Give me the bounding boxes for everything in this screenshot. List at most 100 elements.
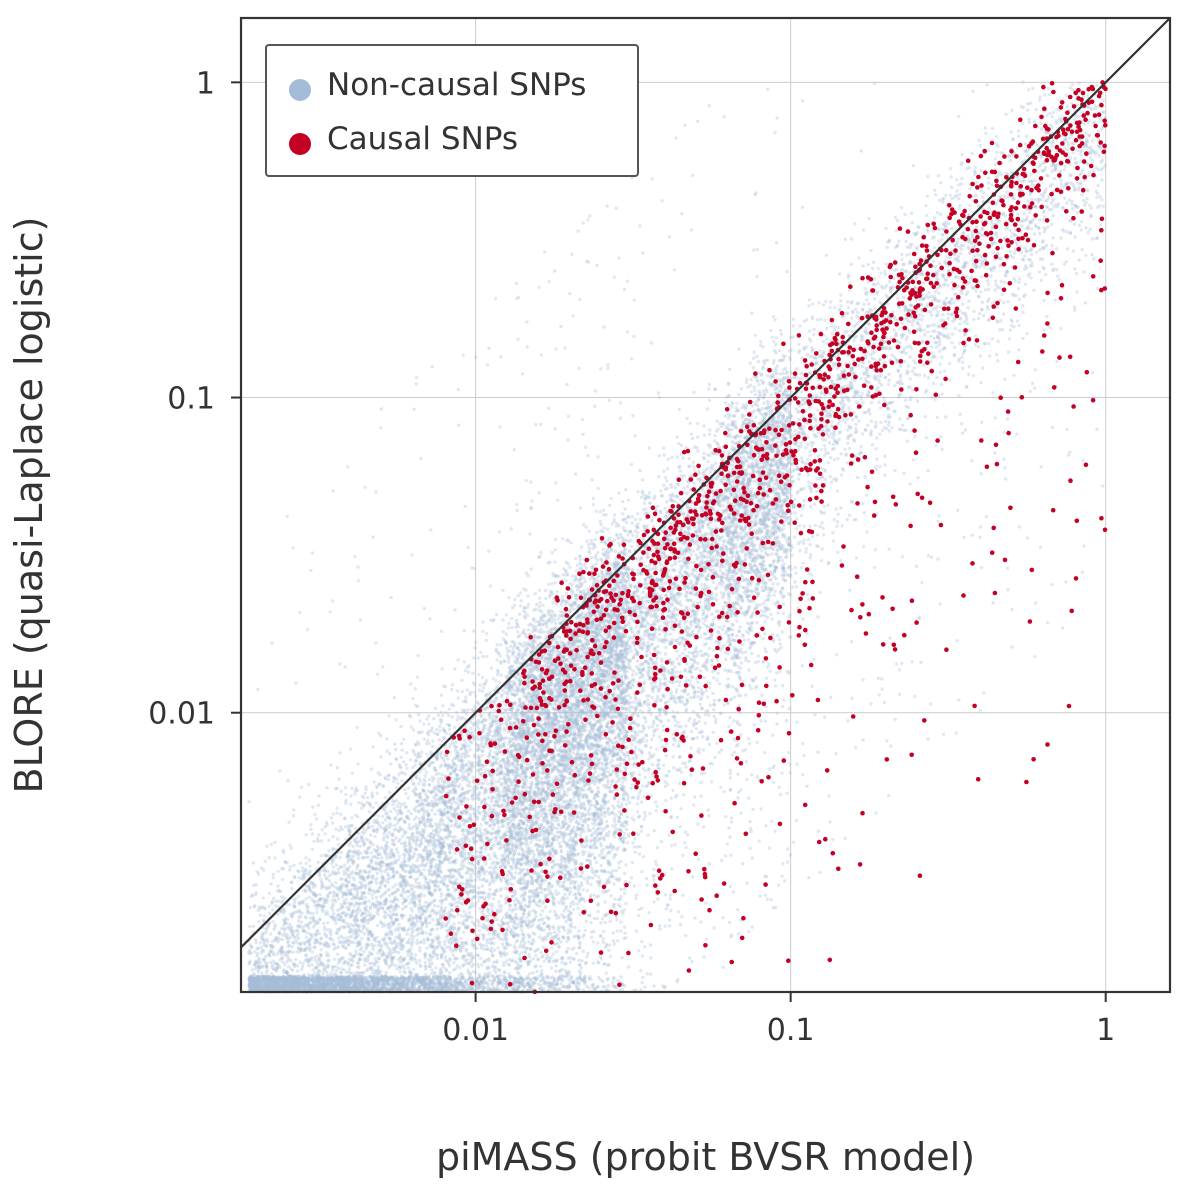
noncausal-point bbox=[546, 561, 550, 565]
noncausal-point bbox=[785, 370, 789, 374]
noncausal-point bbox=[714, 461, 718, 465]
noncausal-point bbox=[650, 642, 655, 646]
noncausal-point bbox=[984, 131, 988, 136]
noncausal-point bbox=[747, 626, 752, 630]
noncausal-point bbox=[598, 721, 602, 726]
noncausal-point bbox=[722, 624, 726, 628]
noncausal-point bbox=[396, 839, 401, 843]
noncausal-point bbox=[643, 945, 647, 949]
noncausal-point bbox=[425, 803, 430, 807]
noncausal-point bbox=[1083, 301, 1088, 305]
noncausal-point bbox=[769, 477, 773, 481]
noncausal-point bbox=[293, 979, 297, 983]
noncausal-point bbox=[777, 349, 782, 353]
noncausal-point bbox=[455, 745, 459, 749]
noncausal-point bbox=[1049, 222, 1054, 226]
noncausal-point bbox=[525, 695, 529, 700]
noncausal-point bbox=[976, 316, 981, 321]
noncausal-point bbox=[611, 811, 616, 816]
noncausal-point bbox=[940, 392, 944, 396]
noncausal-point bbox=[354, 935, 358, 940]
noncausal-point bbox=[690, 436, 695, 441]
noncausal-point bbox=[314, 817, 319, 821]
noncausal-point bbox=[557, 772, 561, 776]
noncausal-point bbox=[593, 737, 597, 741]
noncausal-point bbox=[694, 553, 698, 557]
noncausal-point bbox=[675, 612, 680, 617]
noncausal-point bbox=[797, 377, 801, 381]
noncausal-point bbox=[607, 643, 611, 648]
noncausal-point bbox=[710, 669, 715, 674]
noncausal-point bbox=[764, 511, 769, 515]
noncausal-point bbox=[950, 312, 955, 316]
noncausal-point bbox=[381, 665, 385, 669]
noncausal-point bbox=[986, 299, 990, 304]
noncausal-point bbox=[353, 554, 357, 559]
noncausal-point bbox=[800, 205, 805, 209]
noncausal-point bbox=[781, 376, 785, 381]
noncausal-point bbox=[298, 900, 303, 904]
noncausal-point bbox=[618, 401, 623, 405]
noncausal-point bbox=[287, 975, 291, 979]
noncausal-point bbox=[1062, 168, 1066, 172]
noncausal-point bbox=[606, 984, 611, 988]
noncausal-point bbox=[505, 842, 509, 847]
noncausal-point bbox=[267, 891, 272, 896]
noncausal-point bbox=[740, 450, 744, 454]
noncausal-point bbox=[967, 365, 971, 369]
noncausal-point bbox=[494, 830, 499, 834]
noncausal-point bbox=[470, 854, 474, 858]
noncausal-point bbox=[720, 535, 725, 539]
noncausal-point bbox=[523, 850, 527, 854]
noncausal-point bbox=[1033, 655, 1037, 659]
noncausal-point bbox=[419, 456, 423, 461]
noncausal-point bbox=[593, 537, 597, 542]
noncausal-point bbox=[938, 362, 942, 366]
noncausal-point bbox=[1033, 223, 1038, 227]
noncausal-point bbox=[523, 782, 527, 786]
noncausal-point bbox=[338, 751, 342, 755]
noncausal-point bbox=[551, 952, 555, 956]
noncausal-point bbox=[623, 765, 627, 769]
noncausal-point bbox=[697, 685, 701, 690]
noncausal-point bbox=[1091, 371, 1095, 375]
noncausal-point bbox=[949, 175, 953, 179]
noncausal-point bbox=[923, 373, 927, 378]
noncausal-point bbox=[925, 213, 929, 218]
noncausal-point bbox=[353, 981, 357, 986]
noncausal-point bbox=[414, 382, 418, 386]
noncausal-point bbox=[1072, 117, 1077, 122]
noncausal-point bbox=[385, 811, 389, 815]
noncausal-point bbox=[636, 490, 640, 494]
noncausal-point bbox=[403, 842, 407, 846]
noncausal-point bbox=[337, 984, 341, 988]
noncausal-point bbox=[332, 957, 337, 962]
noncausal-point bbox=[1073, 308, 1077, 312]
noncausal-point bbox=[746, 737, 751, 741]
noncausal-point bbox=[931, 381, 936, 386]
noncausal-point bbox=[355, 923, 360, 928]
noncausal-point bbox=[672, 582, 677, 587]
noncausal-point bbox=[530, 981, 535, 985]
noncausal-point bbox=[812, 657, 816, 662]
noncausal-point bbox=[775, 116, 779, 120]
noncausal-point bbox=[290, 912, 295, 917]
noncausal-point bbox=[527, 623, 531, 627]
noncausal-point bbox=[256, 976, 260, 980]
noncausal-point bbox=[787, 431, 791, 436]
noncausal-point bbox=[664, 681, 668, 685]
noncausal-point bbox=[360, 806, 364, 810]
noncausal-point bbox=[728, 835, 732, 839]
noncausal-point bbox=[422, 737, 426, 741]
noncausal-point bbox=[418, 958, 422, 963]
noncausal-point bbox=[1088, 170, 1092, 174]
noncausal-point bbox=[525, 884, 529, 889]
noncausal-point bbox=[504, 959, 509, 963]
noncausal-point bbox=[590, 555, 594, 560]
noncausal-point bbox=[663, 677, 667, 681]
noncausal-point bbox=[308, 864, 312, 868]
noncausal-point bbox=[861, 501, 865, 506]
noncausal-point bbox=[322, 982, 326, 986]
noncausal-point bbox=[609, 496, 614, 501]
noncausal-point bbox=[634, 896, 638, 901]
